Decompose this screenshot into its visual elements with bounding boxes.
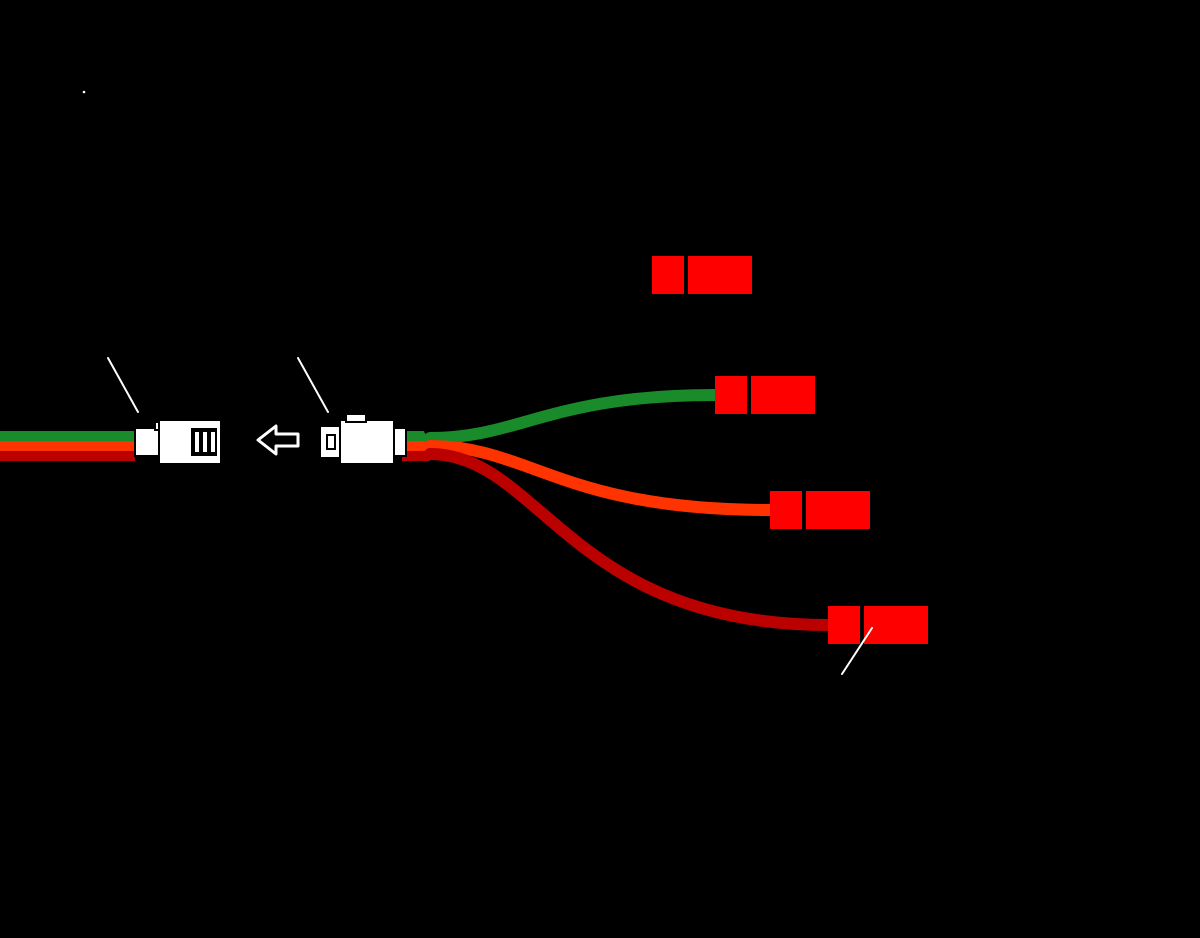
background	[0, 0, 1200, 938]
wiring-diagram	[0, 0, 1200, 938]
marker-dot	[83, 91, 86, 94]
splice-connector-2	[715, 376, 815, 414]
splice-connector-4	[828, 606, 928, 644]
splice-connector-1	[652, 256, 752, 294]
splice-connector-3	[770, 491, 870, 529]
